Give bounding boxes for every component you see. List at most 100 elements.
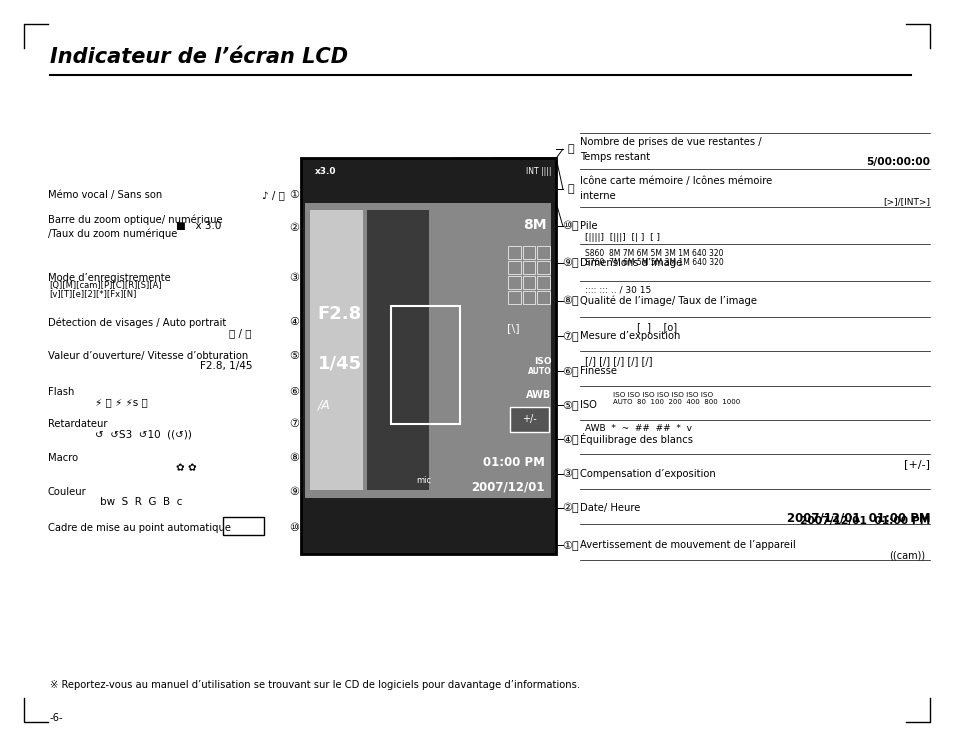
Text: Indicateur de l’écran LCD: Indicateur de l’écran LCD bbox=[50, 47, 348, 67]
Text: S760  7M 6M 5M 5M 3M 1M 640 320: S760 7M 6M 5M 5M 3M 1M 640 320 bbox=[584, 258, 722, 267]
Text: Cadre de mise au point automatique: Cadre de mise au point automatique bbox=[48, 523, 231, 533]
Text: 5/00:00:00: 5/00:00:00 bbox=[865, 157, 929, 167]
Text: ⑦: ⑦ bbox=[289, 419, 298, 430]
Text: ■   x 3.0: ■ x 3.0 bbox=[176, 221, 222, 231]
Text: 2007/12/01: 2007/12/01 bbox=[471, 480, 544, 493]
Bar bbox=[537, 261, 549, 274]
Text: Date/ Heure: Date/ Heure bbox=[579, 503, 639, 513]
Text: ③: ③ bbox=[289, 273, 298, 283]
Text: ⑦⃝: ⑦⃝ bbox=[561, 331, 578, 342]
Text: ①⃝: ①⃝ bbox=[561, 539, 578, 550]
Text: Dimensions d’image: Dimensions d’image bbox=[579, 258, 681, 269]
Text: ㊑: ㊑ bbox=[567, 184, 573, 194]
Bar bbox=[508, 261, 520, 274]
Text: F2.8, 1/45: F2.8, 1/45 bbox=[200, 361, 253, 372]
Bar bbox=[305, 203, 551, 498]
Text: ②: ② bbox=[289, 222, 298, 233]
Text: ⓚ / Ⓢ: ⓚ / Ⓢ bbox=[229, 327, 252, 338]
Bar bbox=[310, 210, 362, 490]
Bar bbox=[508, 291, 520, 304]
Text: Mode d’enregistremente: Mode d’enregistremente bbox=[48, 273, 171, 283]
Text: ↺  ↺S3  ↺10  ((↺)): ↺ ↺S3 ↺10 ((↺)) bbox=[95, 430, 193, 440]
Bar bbox=[537, 291, 549, 304]
Text: Mesure d’exposition: Mesure d’exposition bbox=[579, 331, 679, 342]
Text: bw  S  R  G  B  c: bw S R G B c bbox=[100, 497, 182, 507]
Text: Finesse: Finesse bbox=[579, 366, 617, 376]
Text: ISO: ISO bbox=[534, 357, 551, 366]
Text: [/] [/] [/] [/] [/]: [/] [/] [/] [/] [/] bbox=[584, 356, 652, 366]
Text: Détection de visages / Auto portrait: Détection de visages / Auto portrait bbox=[48, 317, 226, 327]
Text: :::: ::: .. / 30 15: :::: ::: .. / 30 15 bbox=[584, 286, 650, 295]
Text: ⑥⃝: ⑥⃝ bbox=[561, 366, 578, 376]
Bar bbox=[522, 261, 535, 274]
Text: AUTO: AUTO bbox=[527, 368, 551, 377]
Text: Icône carte mémoire / Icônes mémoire: Icône carte mémoire / Icônes mémoire bbox=[579, 176, 772, 186]
Text: ⑩: ⑩ bbox=[289, 523, 298, 533]
Text: [||||]  [|||]  [| ]  [ ]: [||||] [|||] [| ] [ ] bbox=[584, 233, 659, 242]
Bar bbox=[508, 276, 520, 289]
Text: ((cam)): ((cam)) bbox=[888, 550, 924, 560]
Text: S860  8M 7M 6M 5M 3M 1M 640 320: S860 8M 7M 6M 5M 3M 1M 640 320 bbox=[584, 249, 722, 258]
Text: ⚡ Ⓧ ⚡ ⚡s ⓘ: ⚡ Ⓧ ⚡ ⚡s ⓘ bbox=[95, 397, 148, 407]
Text: /Taux du zoom numérique: /Taux du zoom numérique bbox=[48, 229, 177, 239]
Bar bbox=[391, 306, 460, 424]
Bar bbox=[522, 291, 535, 304]
Text: ⑧⃝: ⑧⃝ bbox=[561, 295, 578, 306]
Text: ④⃝: ④⃝ bbox=[561, 434, 578, 445]
Text: Mémo vocal / Sans son: Mémo vocal / Sans son bbox=[48, 190, 162, 201]
Bar bbox=[510, 407, 548, 432]
Text: Temps restant: Temps restant bbox=[579, 151, 650, 162]
Text: ⑤⃝: ⑤⃝ bbox=[561, 400, 578, 410]
Text: [\]: [\] bbox=[506, 323, 518, 333]
Text: Équilibrage des blancs: Équilibrage des blancs bbox=[579, 433, 692, 445]
Text: Nombre de prises de vue restantes /: Nombre de prises de vue restantes / bbox=[579, 137, 760, 147]
Text: Pile: Pile bbox=[579, 221, 597, 231]
Text: ⑥: ⑥ bbox=[289, 386, 298, 397]
Text: 01:00 PM: 01:00 PM bbox=[482, 456, 544, 468]
Text: F2.8: F2.8 bbox=[317, 304, 361, 322]
Bar bbox=[508, 246, 520, 259]
Text: [Q][M][cam][P][C][R][S][A]: [Q][M][cam][P][C][R][S][A] bbox=[50, 281, 162, 290]
Bar bbox=[522, 276, 535, 289]
Text: ⑧: ⑧ bbox=[289, 453, 298, 463]
Text: [>]/[INT>]: [>]/[INT>] bbox=[882, 197, 929, 206]
Text: 2007/12/01  01:00 PM: 2007/12/01 01:00 PM bbox=[799, 515, 929, 526]
Text: -6-: -6- bbox=[50, 712, 63, 723]
Text: [+/-]: [+/-] bbox=[903, 459, 929, 469]
Bar bbox=[300, 158, 556, 554]
Text: AUTO  80  100  200  400  800  1000: AUTO 80 100 200 400 800 1000 bbox=[613, 399, 740, 405]
Text: Qualité de l’image/ Taux de l’image: Qualité de l’image/ Taux de l’image bbox=[579, 295, 757, 306]
Text: Macro: Macro bbox=[48, 453, 78, 463]
Text: Flash: Flash bbox=[48, 386, 74, 397]
Text: Barre du zoom optique/ numérique: Barre du zoom optique/ numérique bbox=[48, 214, 222, 225]
Text: ④: ④ bbox=[289, 317, 298, 327]
Text: ⑨⃝: ⑨⃝ bbox=[561, 258, 578, 269]
Bar bbox=[367, 210, 429, 490]
Text: Valeur d’ouverture/ Vitesse d’obturation: Valeur d’ouverture/ Vitesse d’obturation bbox=[48, 351, 248, 361]
Text: interne: interne bbox=[579, 191, 615, 201]
Text: ISO: ISO bbox=[579, 400, 597, 410]
Bar bbox=[223, 517, 264, 535]
Text: ②⃝: ②⃝ bbox=[561, 503, 578, 513]
Text: x3.0: x3.0 bbox=[314, 167, 336, 176]
Bar bbox=[537, 246, 549, 259]
Text: ⑨: ⑨ bbox=[289, 486, 298, 497]
Text: 2007/12/01  01:00 PM: 2007/12/01 01:00 PM bbox=[785, 511, 929, 524]
Text: ✿ ✿: ✿ ✿ bbox=[176, 463, 197, 474]
Text: +/-: +/- bbox=[521, 414, 537, 424]
Bar bbox=[537, 276, 549, 289]
Text: AWB: AWB bbox=[526, 390, 551, 401]
Text: 8M: 8M bbox=[522, 218, 546, 232]
Text: /A: /A bbox=[317, 398, 330, 411]
Text: ⑩⃝: ⑩⃝ bbox=[561, 221, 578, 231]
Text: ①: ① bbox=[289, 190, 298, 201]
Text: ㊒: ㊒ bbox=[567, 144, 573, 154]
Text: ⑤: ⑤ bbox=[289, 351, 298, 361]
Text: INT ||||: INT |||| bbox=[525, 167, 551, 176]
Text: Retardateur: Retardateur bbox=[48, 419, 107, 430]
Text: Couleur: Couleur bbox=[48, 486, 87, 497]
Text: ♪ / ⓘ: ♪ / ⓘ bbox=[262, 190, 285, 201]
Text: 1/45: 1/45 bbox=[317, 354, 361, 372]
Text: ③⃝: ③⃝ bbox=[561, 468, 578, 479]
Text: ※ Reportez-vous au manuel d’utilisation se trouvant sur le CD de logiciels pour : ※ Reportez-vous au manuel d’utilisation … bbox=[50, 680, 579, 690]
